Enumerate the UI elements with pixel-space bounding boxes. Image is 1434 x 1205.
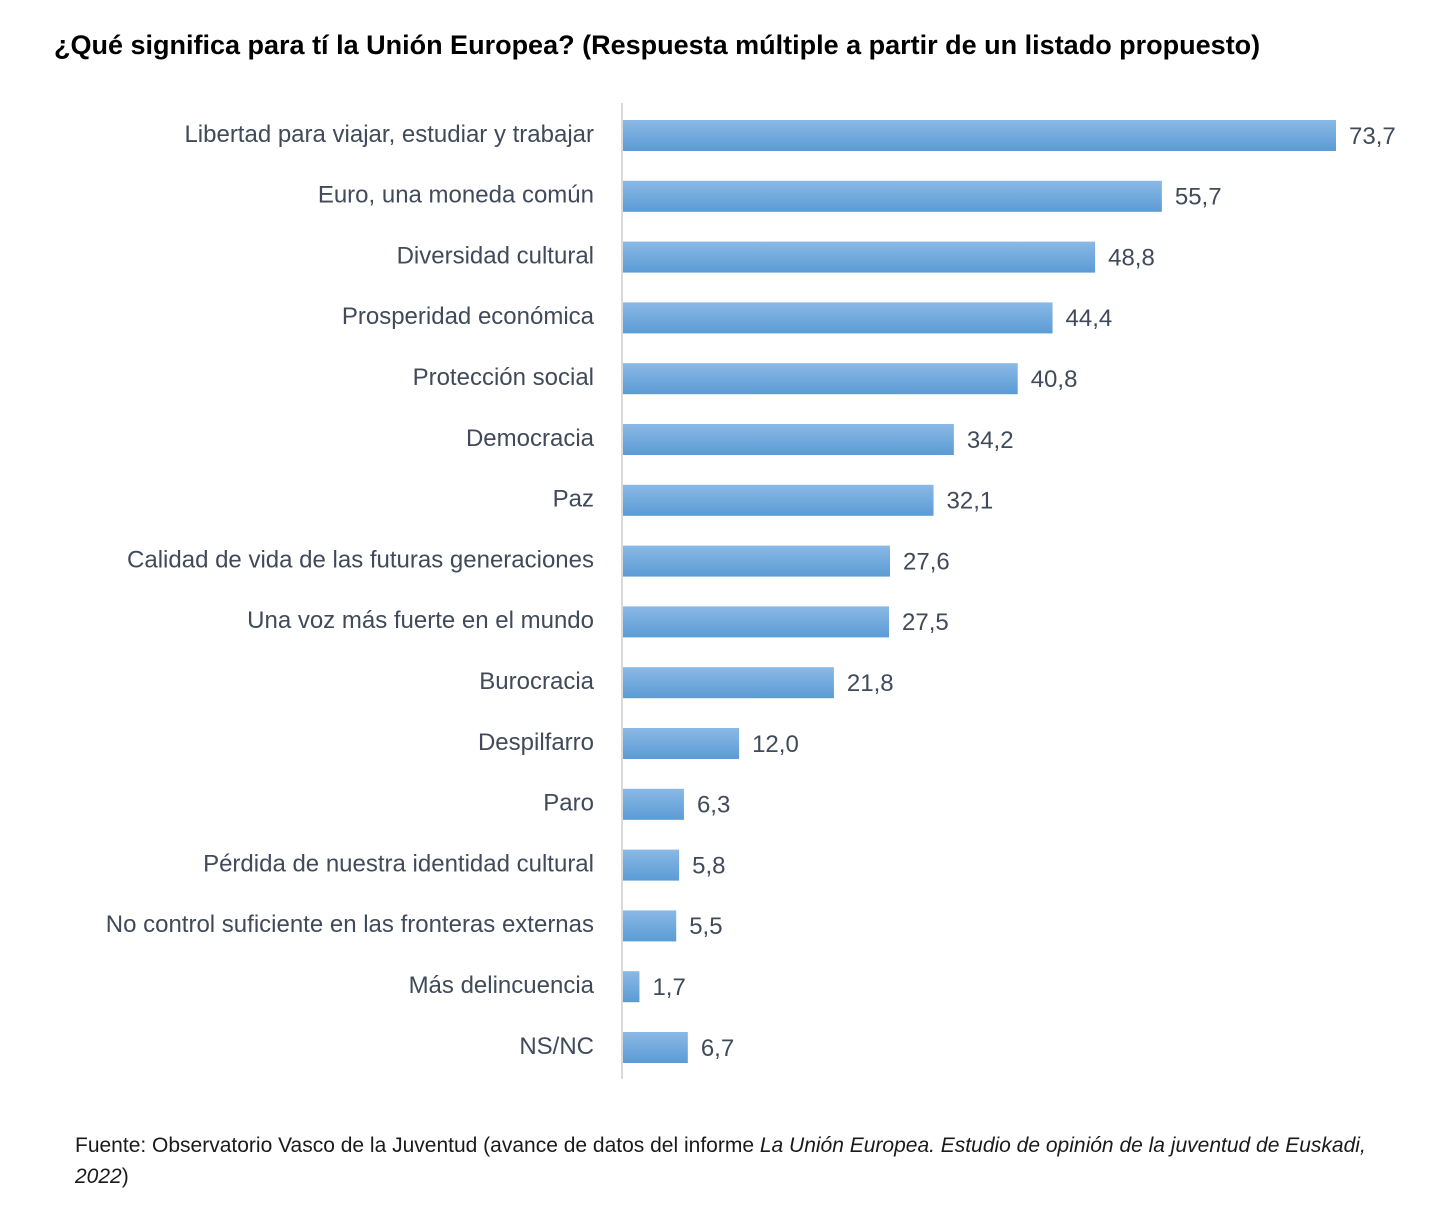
- value-label: 44,4: [1066, 305, 1113, 332]
- bar: [623, 728, 740, 759]
- category-label: Una voz más fuerte en el mundo: [247, 607, 594, 634]
- value-label: 6,3: [697, 792, 730, 819]
- category-label: Diversidad cultural: [397, 242, 594, 269]
- value-label: 12,0: [752, 731, 799, 758]
- value-label: 73,7: [1349, 123, 1396, 150]
- category-label: NS/NC: [519, 1033, 594, 1060]
- bar: [623, 120, 1336, 151]
- category-label: Pérdida de nuestra identidad cultural: [203, 850, 594, 877]
- bar: [623, 545, 891, 577]
- value-label: 40,8: [1031, 366, 1078, 393]
- category-label: Más delincuencia: [409, 972, 595, 999]
- category-label: Libertad para viajar, estudiar y trabaja…: [184, 121, 594, 148]
- category-label: Euro, una moneda común: [318, 182, 594, 209]
- value-label: 27,5: [902, 609, 949, 636]
- value-label: 48,8: [1108, 244, 1155, 271]
- bar: [623, 971, 640, 1003]
- bar: [623, 667, 834, 699]
- source-suffix: ): [121, 1165, 129, 1188]
- bar: [623, 363, 1018, 395]
- bar: [623, 910, 677, 942]
- category-label: Prosperidad económica: [342, 303, 595, 330]
- category-label: Democracia: [466, 425, 595, 452]
- category-label: Paz: [553, 486, 594, 513]
- value-label: 21,8: [847, 670, 894, 697]
- source-report-title: La Unión Europea. Estudio de opinión de …: [75, 1134, 1366, 1188]
- category-label: Calidad de vida de las futuras generacio…: [127, 546, 594, 573]
- value-label: 1,7: [652, 974, 685, 1001]
- source-note: Fuente: Observatorio Vasco de la Juventu…: [75, 1130, 1395, 1192]
- bar: [623, 849, 680, 881]
- value-label: 34,2: [967, 427, 1014, 454]
- value-label: 55,7: [1175, 184, 1222, 211]
- bars-layer: Libertad para viajar, estudiar y trabaja…: [106, 120, 1396, 1063]
- category-label: No control suficiente en las fronteras e…: [106, 911, 594, 938]
- value-label: 5,8: [692, 852, 725, 879]
- bar: [623, 484, 934, 516]
- value-label: 6,7: [701, 1035, 734, 1062]
- chart-title: ¿Qué significa para tí la Unión Europea?…: [54, 30, 1261, 60]
- bar: [623, 424, 954, 455]
- value-label: 32,1: [947, 488, 994, 515]
- value-label: 5,5: [689, 913, 722, 940]
- bar: [623, 302, 1053, 334]
- bar: [623, 180, 1162, 212]
- bar: [623, 1032, 688, 1063]
- bar: [623, 606, 890, 638]
- category-label: Paro: [543, 790, 594, 817]
- category-label: Despilfarro: [478, 729, 594, 756]
- value-label: 27,6: [903, 548, 950, 575]
- bar: [623, 788, 684, 820]
- category-label: Burocracia: [479, 668, 594, 695]
- source-text: Fuente: Observatorio Vasco de la Juventu…: [75, 1134, 760, 1157]
- bar: [623, 241, 1096, 273]
- category-label: Protección social: [413, 364, 594, 391]
